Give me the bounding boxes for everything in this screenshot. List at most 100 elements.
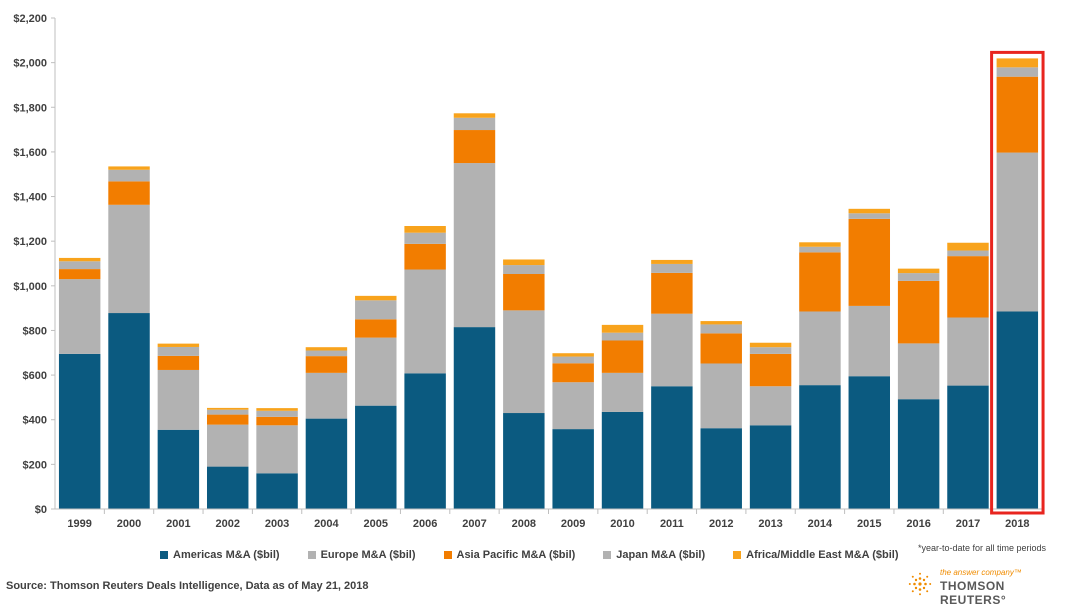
- bar-segment-2008-s4: [503, 259, 545, 266]
- y-tick-label: $0: [35, 504, 47, 516]
- bar-segment-2014-s4: [799, 242, 841, 247]
- y-tick-label: $800: [23, 325, 47, 337]
- y-tick-label: $1,000: [13, 281, 47, 293]
- bar-segment-2009-s4: [552, 353, 594, 357]
- bar-segment-2018-s1: [996, 152, 1039, 312]
- bar-segment-2010-s3: [601, 332, 644, 341]
- legend-swatch-africa-middle-east: [733, 551, 742, 559]
- x-tick-label-2016: 2016: [906, 518, 930, 530]
- bar-segment-2015-s4: [848, 208, 891, 214]
- bar-segment-2007-s3: [453, 117, 496, 131]
- x-tick-label-2015: 2015: [857, 518, 881, 530]
- legend-item-asia-pacific: Asia Pacific M&A ($bil): [443, 549, 576, 561]
- legend-label-japan: Japan M&A ($bil): [616, 549, 706, 561]
- bar-segment-2000-s1: [108, 204, 150, 314]
- x-tick-label-2009: 2009: [561, 518, 585, 530]
- bar-segment-2012-s2: [700, 333, 742, 364]
- bar-segment-2000-s3: [108, 169, 150, 182]
- bar-segment-2005-s4: [355, 295, 397, 301]
- bar-segment-2008-s0: [503, 413, 545, 509]
- x-tick-label-2010: 2010: [610, 518, 634, 530]
- bar-segment-2009-s0: [552, 429, 594, 509]
- bar-segment-2010-s1: [601, 372, 644, 412]
- bar-segment-2002-s4: [206, 407, 249, 410]
- bar-segment-2003-s0: [256, 473, 298, 509]
- bar-segment-2005-s2: [355, 319, 397, 338]
- bar-segment-2000-s4: [108, 166, 150, 170]
- bar-segment-1999-s0: [58, 353, 101, 509]
- legend-swatch-japan: [603, 551, 612, 559]
- y-tick-label: $2,000: [13, 58, 47, 70]
- legend-item-japan: Japan M&A ($bil): [603, 549, 705, 561]
- bar-segment-2010-s0: [601, 411, 644, 509]
- bar-segment-2014-s2: [799, 252, 841, 312]
- bar-segment-2011-s2: [651, 272, 693, 314]
- bar-segment-2005-s1: [355, 337, 397, 406]
- stacked-bar-chart: $0 $200 $400 $600 $800 $1,000 $1,200 $1,400 $1,6…: [13, 13, 1045, 530]
- bar-segment-2002-s1: [206, 424, 249, 467]
- bar-segment-2000-s0: [108, 313, 150, 509]
- x-tick-label-1999: 1999: [67, 518, 91, 530]
- bar-segment-2001-s0: [157, 429, 200, 509]
- bar-segment-2007-s2: [453, 130, 496, 164]
- x-tick-label-2005: 2005: [364, 518, 388, 530]
- bar-segment-2015-s1: [848, 305, 891, 377]
- bar-segment-2010-s4: [601, 324, 644, 333]
- bar-segment-2003-s1: [256, 425, 298, 474]
- bar-segment-2018-s0: [996, 311, 1039, 509]
- bar-segment-2006-s3: [404, 232, 446, 244]
- bar-segment-2001-s3: [157, 346, 200, 356]
- bar-segment-1999-s3: [58, 261, 101, 270]
- x-tick-label-2014: 2014: [808, 518, 833, 530]
- x-tick-label-2007: 2007: [462, 518, 486, 530]
- bar-segment-2006-s4: [404, 226, 446, 233]
- bar-segment-2015-s0: [848, 376, 891, 509]
- y-tick-label: $200: [23, 459, 47, 471]
- bar-segment-2000-s2: [108, 181, 150, 205]
- bar-segment-1999-s1: [58, 279, 101, 354]
- bar-segment-2004-s3: [305, 350, 348, 357]
- y-tick-label: $400: [23, 415, 47, 427]
- bar-segment-2002-s0: [206, 466, 249, 509]
- bar-segment-2013-s0: [749, 425, 792, 509]
- bar-segment-2016-s1: [897, 343, 940, 400]
- bar-segment-2008-s3: [503, 265, 545, 274]
- bar-segment-2004-s2: [305, 356, 348, 373]
- x-tick-label-2003: 2003: [265, 518, 289, 530]
- legend-label-europe: Europe M&A ($bil): [320, 549, 416, 561]
- bar-segment-2006-s1: [404, 269, 446, 374]
- bar-segment-1999-s2: [58, 269, 101, 280]
- bar-segment-2009-s3: [552, 356, 594, 364]
- y-tick-label: $1,600: [13, 147, 47, 159]
- legend-item-europe: Europe M&A ($bil): [307, 549, 416, 561]
- legend-label-africa-middle-east: Africa/Middle East M&A ($bil): [746, 549, 899, 561]
- bar-segment-2016-s3: [897, 273, 940, 281]
- bar-segment-2004-s4: [305, 347, 348, 351]
- legend-item-americas: Americas M&A ($bil): [160, 549, 280, 561]
- bar-segment-2016-s4: [897, 268, 940, 274]
- bar-segment-2012-s1: [700, 363, 742, 429]
- bar-segment-2003-s3: [256, 410, 298, 417]
- y-tick-label: $2,200: [13, 13, 47, 25]
- bar-segment-2005-s0: [355, 405, 397, 509]
- bar-segment-2017-s3: [947, 250, 989, 257]
- bar-segment-2002-s3: [206, 409, 249, 415]
- bar-segment-2018-s4: [996, 58, 1039, 68]
- x-tick-label-2006: 2006: [413, 518, 437, 530]
- legend-label-asia-pacific: Asia Pacific M&A ($bil): [456, 549, 576, 561]
- bar-segment-2013-s1: [749, 386, 792, 426]
- source-text: Source: Thomson Reuters Deals Intelligen…: [6, 580, 369, 592]
- highlight-2018-box: [990, 50, 1045, 515]
- bar-segment-2009-s1: [552, 382, 594, 430]
- legend-swatch-europe: [307, 551, 316, 559]
- bar-segment-2017-s0: [947, 385, 989, 509]
- bar-segment-2011-s0: [651, 386, 693, 509]
- bar-segment-2006-s0: [404, 373, 446, 509]
- bar-segment-2018-s2: [996, 76, 1039, 153]
- bar-segment-2002-s2: [206, 414, 249, 425]
- thomson-reuters-brand: the answer company™ THOMSON REUTERS°: [908, 568, 1068, 607]
- y-tick-label: $600: [23, 370, 47, 382]
- bar-segment-2009-s2: [552, 363, 594, 383]
- legend-swatch-asia-pacific: [443, 551, 452, 559]
- bar-segment-2012-s0: [700, 428, 742, 509]
